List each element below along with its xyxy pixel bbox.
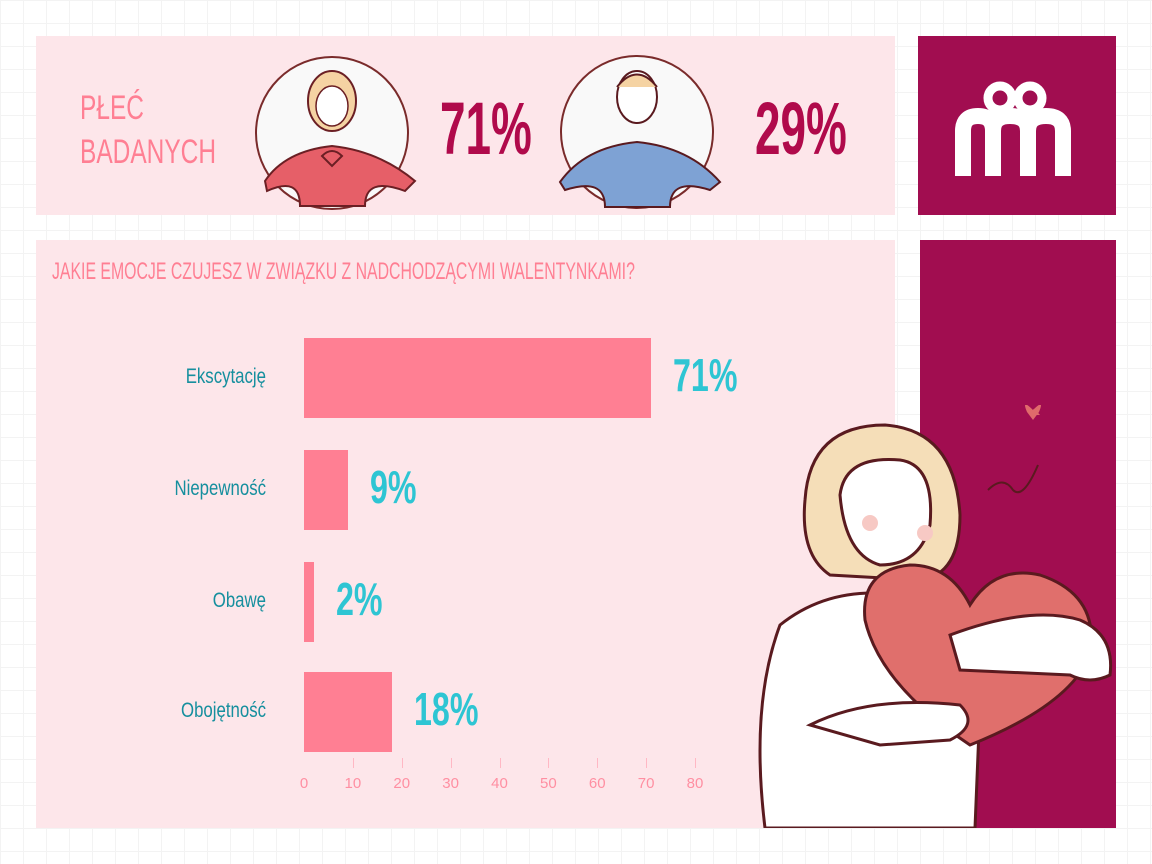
category-label: Obawę [212, 589, 266, 612]
x-tick-mark [597, 758, 599, 768]
woman-with-heart-illustration [758, 405, 1113, 828]
x-tick-label: 20 [393, 775, 411, 792]
value-label: 71% [673, 349, 738, 401]
chart-title: JAKIE EMOCJE CZUJESZ W ZWIĄZKU Z NADCHOD… [52, 258, 635, 285]
x-tick-mark [499, 758, 501, 768]
x-tick-mark [695, 758, 696, 768]
x-tick-label: 40 [491, 775, 508, 792]
x-tick-mark [548, 758, 550, 768]
brand-logo-icon [955, 81, 1071, 176]
x-tick-label: 70 [637, 775, 655, 792]
x-tick-mark [646, 758, 648, 768]
gender-title-line2: BADANYCH [80, 133, 217, 171]
x-tick-mark [352, 758, 354, 768]
x-tick-label: 80 [686, 775, 704, 792]
value-label: 2% [335, 573, 383, 625]
male-avatar-icon [558, 55, 722, 209]
male-percentage: 29% [755, 87, 847, 170]
category-label: Obojętność [181, 699, 266, 722]
brand-logo [918, 36, 1116, 215]
x-tick-label: 0 [299, 775, 309, 792]
x-tick-label: 60 [588, 775, 606, 792]
x-tick-mark [450, 758, 452, 768]
gender-panel [36, 36, 895, 215]
gender-title: PŁEĆ BADANYCH [80, 86, 216, 174]
bar-2 [304, 562, 314, 642]
value-label: 18% [413, 683, 479, 735]
gender-title-line1: PŁEĆ [80, 89, 144, 127]
value-label: 9% [369, 461, 417, 513]
x-tick-mark [401, 758, 403, 768]
x-tick-label: 50 [540, 775, 557, 792]
bar-1 [304, 450, 348, 530]
female-percentage: 71% [440, 87, 532, 170]
bar-3 [304, 672, 392, 752]
x-tick-label: 30 [442, 775, 459, 792]
x-tick-label: 10 [344, 775, 362, 792]
female-avatar-icon [255, 56, 417, 210]
category-label: Ekscytację [185, 365, 266, 388]
category-label: Niepewność [174, 477, 266, 500]
bar-0 [304, 338, 651, 418]
